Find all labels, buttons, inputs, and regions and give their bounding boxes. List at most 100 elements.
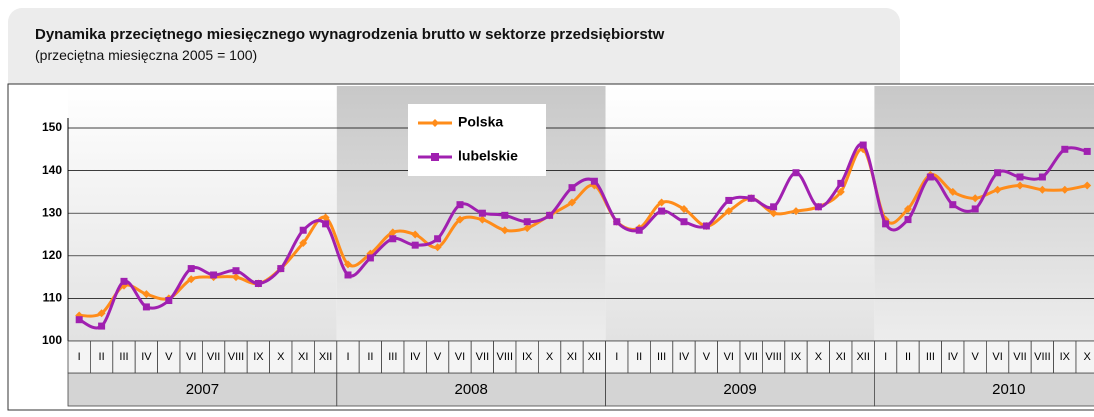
point: [1061, 145, 1069, 153]
point: [322, 220, 330, 228]
x-tick-label: VIII: [497, 351, 514, 363]
point: [702, 222, 710, 230]
x-tick-label: V: [165, 351, 173, 363]
x-tick-label: VI: [724, 351, 734, 363]
point: [770, 203, 778, 211]
point: [456, 215, 464, 224]
legend-marker: [431, 119, 439, 127]
y-tick-label: 140: [42, 163, 62, 177]
point: [187, 275, 196, 284]
year-cell: [874, 372, 1094, 407]
chart-subtitle: (przeciętna miesięczna 2005 = 100): [35, 47, 258, 63]
year-cell: [67, 372, 338, 407]
point: [523, 224, 532, 233]
legend-label: Polska: [458, 114, 503, 130]
point: [500, 226, 509, 235]
point: [658, 207, 666, 215]
point: [993, 185, 1002, 194]
point: [792, 169, 800, 177]
x-tick-label: VI: [186, 351, 196, 363]
point: [546, 211, 554, 219]
point: [210, 271, 218, 279]
x-tick-label: XII: [319, 351, 332, 363]
x-tick-label: IX: [253, 351, 264, 363]
x-tick-label: IX: [522, 351, 533, 363]
point: [994, 169, 1002, 177]
x-tick-label: VI: [992, 351, 1002, 363]
point: [1038, 173, 1046, 181]
point: [948, 187, 957, 196]
point: [344, 271, 352, 279]
x-tick-label: II: [636, 351, 642, 363]
point: [814, 203, 822, 211]
month-cell: [1075, 340, 1094, 374]
x-tick-label: I: [346, 351, 349, 363]
x-tick-label: IV: [141, 351, 152, 363]
point: [1016, 181, 1024, 190]
x-tick-label: VII: [476, 351, 489, 363]
point: [97, 309, 106, 318]
x-tick-label: X: [277, 351, 285, 363]
point: [254, 279, 262, 287]
x-tick-label: III: [388, 351, 397, 363]
x-tick-label: IX: [791, 351, 802, 363]
x-tick-label: IV: [679, 351, 690, 363]
point: [904, 216, 912, 224]
x-tick-label: IX: [1060, 351, 1071, 363]
point: [98, 322, 106, 330]
x-tick-label: XII: [588, 351, 601, 363]
point: [501, 211, 509, 219]
point: [971, 205, 979, 213]
x-tick-label: VIII: [228, 351, 245, 363]
x-tick-label: XI: [836, 351, 846, 363]
point: [949, 201, 957, 209]
x-tick-label: I: [884, 351, 887, 363]
point: [1016, 173, 1024, 181]
x-tick-label: II: [905, 351, 911, 363]
point: [568, 184, 576, 192]
legend-marker: [431, 153, 439, 161]
y-tick-label: 120: [42, 248, 62, 262]
point: [299, 239, 308, 248]
year-label: 2007: [186, 381, 219, 398]
point: [299, 226, 307, 234]
x-tick-label: IV: [410, 351, 421, 363]
point: [434, 235, 442, 243]
point: [680, 218, 688, 226]
point: [836, 187, 845, 196]
point: [590, 177, 598, 185]
point: [859, 141, 867, 149]
x-tick-label: XI: [298, 351, 308, 363]
point: [411, 230, 420, 239]
point: [1083, 147, 1091, 155]
point: [680, 204, 688, 213]
point: [120, 277, 128, 285]
point: [344, 260, 352, 269]
x-tick-label: X: [546, 351, 554, 363]
point: [635, 226, 643, 234]
x-tick-label: I: [615, 351, 618, 363]
series-line: [78, 142, 1088, 330]
point: [456, 201, 464, 209]
y-tick-label: 100: [42, 333, 62, 347]
point: [725, 196, 733, 204]
point: [277, 265, 285, 273]
point: [142, 303, 150, 311]
point: [389, 235, 397, 243]
x-tick-label: V: [434, 351, 442, 363]
x-tick-label: V: [703, 351, 711, 363]
year-label: 2010: [992, 381, 1025, 398]
x-tick-label: II: [99, 351, 105, 363]
point: [769, 209, 778, 218]
x-tick-label: IV: [948, 351, 959, 363]
x-tick-label: VII: [1013, 351, 1026, 363]
y-tick-label: 150: [42, 120, 62, 134]
y-tick-label: 110: [43, 291, 63, 305]
legend-box: [408, 104, 546, 176]
point: [142, 290, 151, 299]
year-cell: [605, 372, 875, 407]
point: [433, 243, 442, 252]
point: [388, 228, 397, 237]
